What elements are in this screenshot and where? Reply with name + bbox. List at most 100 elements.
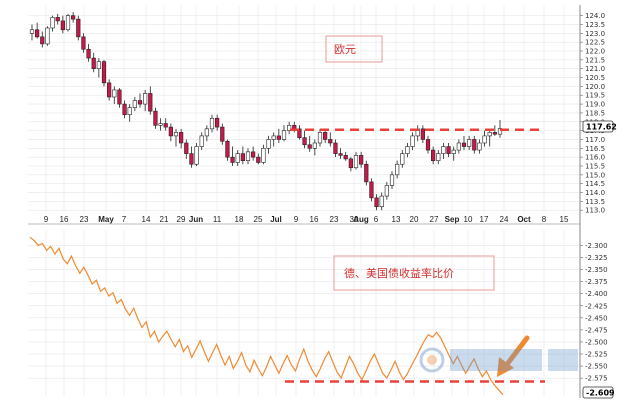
x-tick-label: 18 [235, 215, 244, 224]
candle-body [456, 142, 461, 151]
candle-body [127, 107, 132, 115]
candle-body [395, 163, 400, 176]
candle-body [40, 36, 45, 45]
euro-last-value-badge [582, 120, 614, 133]
x-tick-label: Sep [445, 215, 460, 224]
euro-annotation-text: 欧元 [334, 43, 356, 56]
candle-body [86, 48, 91, 59]
candle-body [60, 20, 65, 31]
x-tick-label: 29 [177, 215, 186, 224]
candle-body [245, 151, 251, 161]
yield-y-tick-label: -2.325 [585, 254, 608, 262]
candle-body [271, 135, 276, 140]
candle-body [451, 149, 456, 154]
candle-body [137, 100, 143, 105]
x-tick-label: 30 [350, 215, 359, 224]
candle-body [281, 130, 287, 140]
candle-body [276, 135, 281, 140]
candle-body [96, 61, 101, 69]
candle-body [179, 132, 184, 144]
euro-y-tick-label: 115.5 [585, 163, 605, 171]
candle-body [482, 135, 487, 144]
candle-body [333, 142, 338, 154]
x-tick-label: 7 [122, 215, 127, 224]
candle-body [29, 29, 35, 34]
candle-body [389, 174, 395, 186]
yield-last-value-label: -2.609 [586, 389, 615, 398]
yield-y-tick-label: -2.575 [585, 375, 608, 383]
candle-body [189, 153, 194, 165]
euro-y-tick-label: 118.5 [585, 109, 605, 117]
yield-last-value-badge [582, 386, 614, 399]
euro-y-tick-label: 113.5 [585, 198, 605, 206]
euro-y-tick-label: 113.0 [585, 207, 605, 215]
candle-body [374, 197, 379, 207]
x-tick-label: 14 [142, 215, 151, 224]
candle-body [312, 142, 317, 149]
candle-body [65, 15, 71, 31]
euro-y-tick-label: 120.5 [585, 74, 605, 82]
candle-body [364, 163, 369, 183]
candle-body [410, 135, 415, 147]
euro-y-tick-label: 122.0 [585, 48, 605, 56]
x-tick-label: 23 [330, 215, 339, 224]
euro-last-value-label: 117.62 [586, 123, 617, 132]
euro-y-tick-label: 114.5 [585, 180, 605, 188]
x-tick-label: Oct [517, 215, 531, 224]
x-tick-label: 15 [560, 215, 569, 224]
candle-body [168, 126, 173, 137]
candle-body [163, 123, 168, 128]
x-tick-label: May [98, 215, 114, 224]
candle-body [209, 117, 215, 130]
candle-body [199, 135, 204, 147]
candle-body [266, 139, 271, 149]
candle-body [436, 153, 441, 161]
candle-body [487, 132, 492, 137]
x-tick-label: Jul [270, 215, 282, 224]
yield-y-tick-label: -2.350 [585, 266, 608, 274]
candle-body [256, 156, 261, 163]
candle-body [359, 155, 364, 165]
euro-y-tick-label: 117.0 [585, 136, 605, 144]
x-tick-label: Aug [353, 215, 369, 224]
candle-body [348, 158, 353, 169]
x-tick-label: 25 [254, 215, 263, 224]
candle-body [461, 142, 467, 147]
x-tick-label: 11 [213, 215, 222, 224]
candle-body [431, 149, 436, 161]
euro-y-tick-label: 124.0 [585, 12, 605, 20]
candle-body [323, 132, 328, 140]
candle-body [215, 117, 220, 128]
candle-body [441, 146, 446, 154]
candle-body [287, 125, 292, 131]
candle-body [158, 123, 163, 126]
yield-y-tick-label: -2.400 [585, 290, 608, 298]
x-tick-label: 24 [500, 215, 509, 224]
x-tick-label: 10 [464, 215, 473, 224]
euro-y-tick-label: 121.0 [585, 65, 605, 73]
candle-body [204, 128, 209, 137]
candle-body [240, 153, 245, 161]
candle-body [101, 61, 107, 84]
x-tick-label: 9 [44, 215, 49, 224]
euro-y-tick-label: 116.0 [585, 154, 605, 162]
x-tick-label: 23 [80, 215, 89, 224]
yield-y-tick-labels: -2.300 -2.325 -2.350 -2.375 -2.400 -2.425 -2.4… [585, 242, 608, 383]
yield-chart-grid [28, 230, 583, 396]
candle-body [405, 146, 410, 154]
candle-body [261, 148, 266, 163]
euro-y-tick-label: 121.5 [585, 56, 605, 64]
yield-y-tick-label: -2.300 [585, 242, 608, 250]
candle-body [379, 195, 384, 207]
candle-body [297, 128, 302, 138]
candle-body [148, 93, 153, 112]
euro-y-tick-label: 114.0 [585, 189, 605, 197]
yield-y-tick-label: -2.450 [585, 314, 608, 322]
euro-y-tick-label: 122.5 [585, 39, 605, 47]
x-tick-label: 20 [410, 215, 419, 224]
candle-body [400, 153, 405, 165]
candle-body [317, 132, 323, 144]
candle-body [420, 128, 425, 140]
